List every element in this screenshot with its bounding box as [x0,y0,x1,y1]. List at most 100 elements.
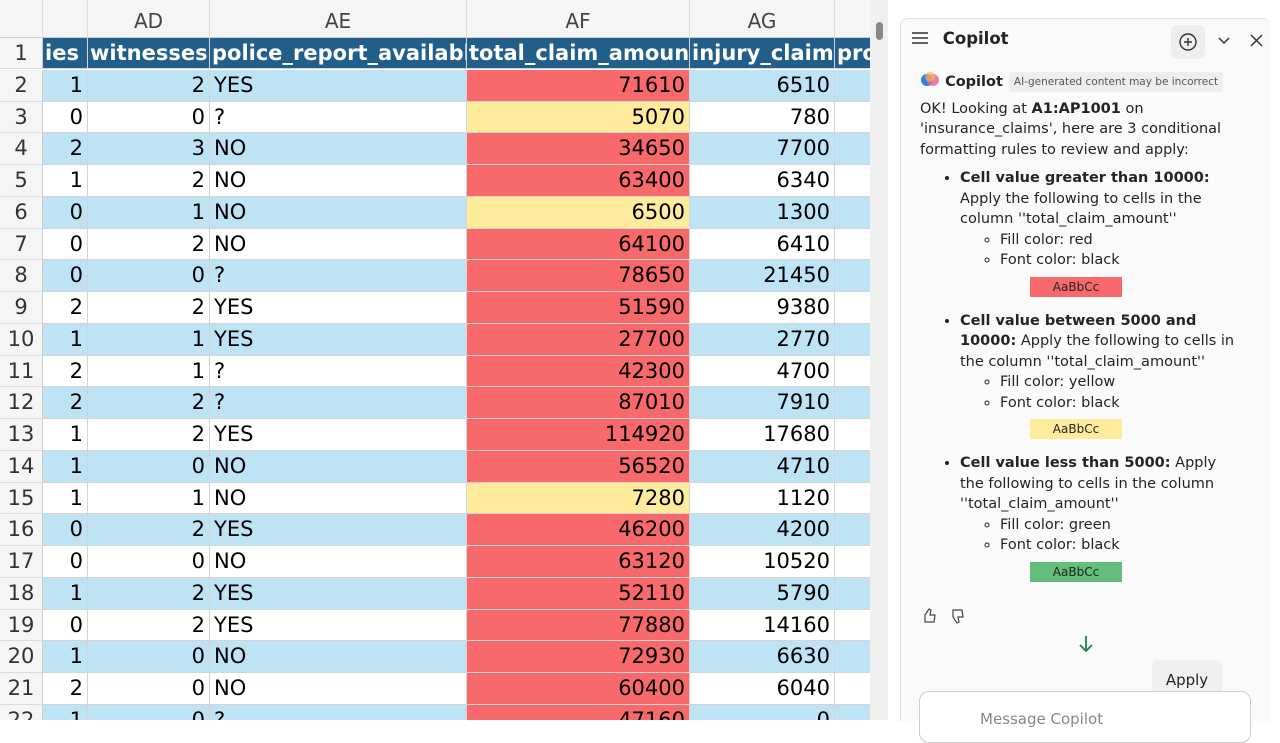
cell[interactable]: 1 [43,704,88,720]
cell[interactable] [835,673,870,705]
cell[interactable]: 64100 [467,228,690,261]
pane-controls[interactable] [1171,25,1267,59]
cell[interactable]: 0 [43,514,88,546]
row-number[interactable]: 10 [0,323,43,356]
scrollbar[interactable] [870,0,888,720]
cell[interactable]: 51590 [467,292,690,324]
row-number[interactable]: 12 [0,387,43,419]
cell[interactable]: YES [210,609,467,642]
cell[interactable] [835,292,870,324]
cell[interactable]: 5070 [467,101,690,134]
cell[interactable]: 2 [88,228,210,261]
cell[interactable]: 21450 [690,260,835,292]
header-cell[interactable]: ies [43,38,88,69]
row-number[interactable]: 3 [0,101,43,134]
cell[interactable]: 0 [88,641,210,673]
cell[interactable]: YES [210,69,467,102]
cell[interactable] [835,101,870,134]
cell[interactable] [835,165,870,197]
cell[interactable]: 0 [690,704,835,720]
cell[interactable]: 6630 [690,641,835,673]
cell[interactable]: 2 [88,69,210,102]
cell[interactable]: 0 [88,260,210,292]
cell[interactable]: 1 [43,165,88,197]
cell[interactable]: 2 [88,514,210,546]
row-number[interactable]: 6 [0,196,43,229]
cell[interactable]: YES [210,514,467,546]
cell[interactable]: 0 [88,673,210,705]
cell[interactable] [835,228,870,261]
cell[interactable]: 1 [88,323,210,356]
row-number[interactable]: 5 [0,165,43,197]
cell[interactable]: 17680 [690,419,835,451]
row-number[interactable]: 21 [0,673,43,705]
cell[interactable] [835,704,870,720]
cell[interactable]: 2 [88,577,210,610]
cell[interactable]: 14160 [690,609,835,642]
cell[interactable] [835,419,870,451]
cell[interactable]: 0 [43,101,88,134]
cell[interactable]: 4710 [690,450,835,483]
cell[interactable]: ? [210,704,467,720]
cell[interactable]: 1 [43,323,88,356]
cell[interactable]: YES [210,419,467,451]
row-number[interactable]: 20 [0,641,43,673]
cell[interactable]: 1 [43,577,88,610]
row-number[interactable]: 16 [0,514,43,546]
row-number[interactable]: 22 [0,704,43,720]
row-number[interactable]: 15 [0,482,43,515]
cell[interactable] [835,260,870,292]
cell[interactable]: 1 [43,482,88,515]
cell[interactable]: 7700 [690,133,835,165]
column-header[interactable]: AF [467,0,690,38]
column-header[interactable]: AD [88,0,210,38]
row-number[interactable]: 1 [0,38,43,69]
row-number[interactable]: 18 [0,577,43,610]
cell[interactable]: 2 [88,387,210,419]
cell[interactable]: 78650 [467,260,690,292]
cell[interactable]: 52110 [467,577,690,610]
row-number[interactable]: 4 [0,133,43,165]
row-number[interactable]: 11 [0,355,43,388]
cell[interactable] [835,355,870,388]
cell[interactable]: 0 [88,450,210,483]
cell[interactable]: 5790 [690,577,835,610]
cell[interactable]: YES [210,323,467,356]
cell[interactable]: 6340 [690,165,835,197]
cell[interactable]: 56520 [467,450,690,483]
cell[interactable]: 42300 [467,355,690,388]
cell[interactable]: ? [210,387,467,419]
cell[interactable]: 46200 [467,514,690,546]
cell[interactable] [835,514,870,546]
cell[interactable]: NO [210,196,467,229]
cell[interactable]: 87010 [467,387,690,419]
cell[interactable]: 2 [88,609,210,642]
cell[interactable] [835,69,870,102]
cell[interactable]: ? [210,101,467,134]
row-number[interactable]: 7 [0,228,43,261]
cell[interactable]: 2770 [690,323,835,356]
cell[interactable]: 0 [43,260,88,292]
header-cell[interactable]: witnesses [88,38,210,69]
cell[interactable]: 1300 [690,196,835,229]
cell[interactable]: 10520 [690,546,835,578]
cell[interactable]: NO [210,165,467,197]
row-number[interactable]: 14 [0,450,43,483]
column-header[interactable]: AG [690,0,835,38]
cell[interactable]: 1 [43,69,88,102]
scroll-down-icon[interactable] [1076,634,1096,654]
cell[interactable]: 0 [43,228,88,261]
menu-icon[interactable] [911,30,931,46]
cell[interactable]: 34650 [467,133,690,165]
message-input[interactable]: Message Copilot [919,691,1251,743]
cell[interactable]: YES [210,292,467,324]
cell[interactable]: 0 [43,196,88,229]
cell[interactable]: NO [210,450,467,483]
row-number[interactable]: 2 [0,69,43,102]
cell[interactable]: 2 [43,292,88,324]
row-number[interactable]: 19 [0,609,43,642]
cell[interactable] [835,609,870,642]
cell[interactable]: NO [210,673,467,705]
cell[interactable]: 2 [88,165,210,197]
cell[interactable]: 2 [43,387,88,419]
